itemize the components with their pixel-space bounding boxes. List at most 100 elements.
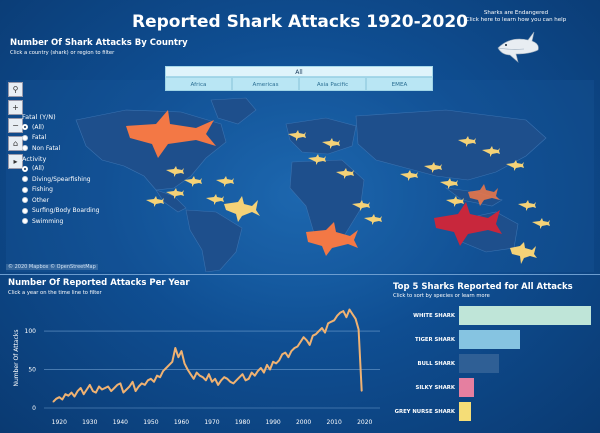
- shark-marker-australia[interactable]: [434, 202, 502, 246]
- year-point[interactable]: [260, 367, 262, 369]
- year-point[interactable]: [333, 319, 335, 321]
- shark-marker-brazil[interactable]: [224, 196, 260, 222]
- year-point[interactable]: [315, 333, 317, 335]
- year-point[interactable]: [238, 376, 241, 378]
- year-point[interactable]: [122, 392, 125, 394]
- bar[interactable]: [459, 306, 591, 325]
- year-point[interactable]: [245, 379, 247, 381]
- endangered-link[interactable]: Sharks are Endangered Click here to lear…: [446, 10, 586, 24]
- activity-option-fishing[interactable]: Fishing: [22, 185, 99, 196]
- year-point[interactable]: [138, 385, 140, 388]
- year-point[interactable]: [351, 313, 354, 315]
- region-africa-button[interactable]: Africa: [165, 77, 232, 91]
- attacks-line[interactable]: [52, 308, 363, 403]
- year-point[interactable]: [217, 384, 219, 386]
- bar-label[interactable]: BULL SHARK: [417, 361, 455, 367]
- year-point[interactable]: [269, 368, 271, 371]
- year-point[interactable]: [293, 347, 296, 349]
- year-point[interactable]: [168, 364, 170, 366]
- year-point[interactable]: [354, 318, 357, 320]
- bar-label[interactable]: WHITE SHARK: [413, 313, 455, 319]
- activity-option-surfing[interactable]: Surfing/Body Boarding: [22, 206, 99, 217]
- year-point[interactable]: [309, 344, 311, 346]
- year-point[interactable]: [303, 336, 305, 338]
- year-point[interactable]: [153, 381, 155, 383]
- year-point[interactable]: [248, 378, 250, 380]
- search-icon[interactable]: ⚲: [8, 82, 23, 97]
- year-point[interactable]: [223, 376, 225, 378]
- year-point[interactable]: [177, 356, 179, 358]
- play-icon[interactable]: ▸: [8, 154, 23, 169]
- year-point[interactable]: [251, 372, 253, 374]
- year-point[interactable]: [214, 378, 216, 380]
- fatal-option-all[interactable]: (All): [22, 122, 99, 133]
- year-point[interactable]: [67, 395, 70, 397]
- year-point[interactable]: [235, 379, 238, 381]
- year-point[interactable]: [281, 353, 283, 355]
- year-point[interactable]: [299, 341, 302, 343]
- year-point[interactable]: [58, 396, 60, 398]
- year-point[interactable]: [156, 375, 158, 377]
- year-point[interactable]: [116, 384, 118, 386]
- year-point[interactable]: [306, 339, 308, 341]
- year-point[interactable]: [275, 362, 277, 364]
- year-point[interactable]: [131, 381, 134, 383]
- year-point[interactable]: [263, 372, 265, 374]
- year-point[interactable]: [211, 381, 213, 383]
- year-point[interactable]: [257, 370, 259, 372]
- shark-marker-new-caledonia[interactable]: [468, 184, 500, 206]
- year-point[interactable]: [150, 378, 152, 380]
- map-attribution[interactable]: © 2020 Mapbox © OpenStreetMap: [6, 264, 98, 270]
- zoom-out-button[interactable]: −: [8, 118, 23, 133]
- fatal-option-nonfatal[interactable]: Non Fatal: [22, 143, 99, 154]
- year-point[interactable]: [254, 375, 256, 377]
- attacks-per-year-chart[interactable]: 0 50 100 1920 1930 1940 1950 1960 1970 1980 1990 20…: [6, 300, 390, 432]
- year-point[interactable]: [296, 345, 299, 348]
- year-point[interactable]: [232, 382, 234, 384]
- shark-marker-south-africa[interactable]: [306, 222, 358, 256]
- year-point[interactable]: [141, 382, 143, 384]
- year-point[interactable]: [135, 390, 137, 392]
- year-point[interactable]: [165, 367, 167, 369]
- year-point[interactable]: [61, 398, 63, 401]
- bar[interactable]: [459, 402, 471, 421]
- year-point[interactable]: [107, 385, 109, 388]
- year-point[interactable]: [312, 335, 314, 337]
- activity-option-swimming[interactable]: Swimming: [22, 216, 99, 227]
- year-point[interactable]: [174, 347, 176, 349]
- year-point[interactable]: [147, 379, 149, 381]
- shark-logo-icon[interactable]: [494, 28, 542, 68]
- activity-option-other[interactable]: Other: [22, 195, 99, 206]
- year-point[interactable]: [159, 376, 161, 378]
- region-americas-button[interactable]: Americas: [232, 77, 299, 91]
- year-point[interactable]: [208, 373, 210, 375]
- year-point[interactable]: [342, 310, 344, 312]
- year-point[interactable]: [336, 315, 338, 317]
- year-point[interactable]: [98, 385, 100, 388]
- year-point[interactable]: [52, 401, 54, 403]
- year-point[interactable]: [205, 379, 207, 381]
- bar-label[interactable]: GREY NURSE SHARK: [394, 409, 455, 415]
- zoom-in-button[interactable]: +: [8, 100, 23, 115]
- year-point[interactable]: [287, 356, 289, 358]
- year-point[interactable]: [345, 316, 347, 318]
- year-point[interactable]: [95, 392, 97, 394]
- bar-label[interactable]: TIGER SHARK: [414, 337, 455, 343]
- year-point[interactable]: [339, 312, 341, 314]
- year-point[interactable]: [144, 384, 146, 386]
- shark-marker-new-zealand[interactable]: [510, 242, 537, 264]
- year-point[interactable]: [272, 361, 274, 363]
- year-point[interactable]: [278, 359, 280, 361]
- year-point[interactable]: [180, 350, 183, 352]
- year-point[interactable]: [64, 393, 66, 395]
- year-point[interactable]: [162, 370, 164, 372]
- bar[interactable]: [459, 378, 474, 397]
- year-point[interactable]: [183, 362, 186, 364]
- year-point[interactable]: [193, 378, 195, 380]
- year-point[interactable]: [241, 373, 244, 375]
- year-point[interactable]: [80, 387, 82, 389]
- year-point[interactable]: [226, 378, 228, 380]
- year-point[interactable]: [128, 385, 131, 388]
- year-point[interactable]: [327, 322, 329, 324]
- shark-marker-small[interactable]: [146, 130, 550, 229]
